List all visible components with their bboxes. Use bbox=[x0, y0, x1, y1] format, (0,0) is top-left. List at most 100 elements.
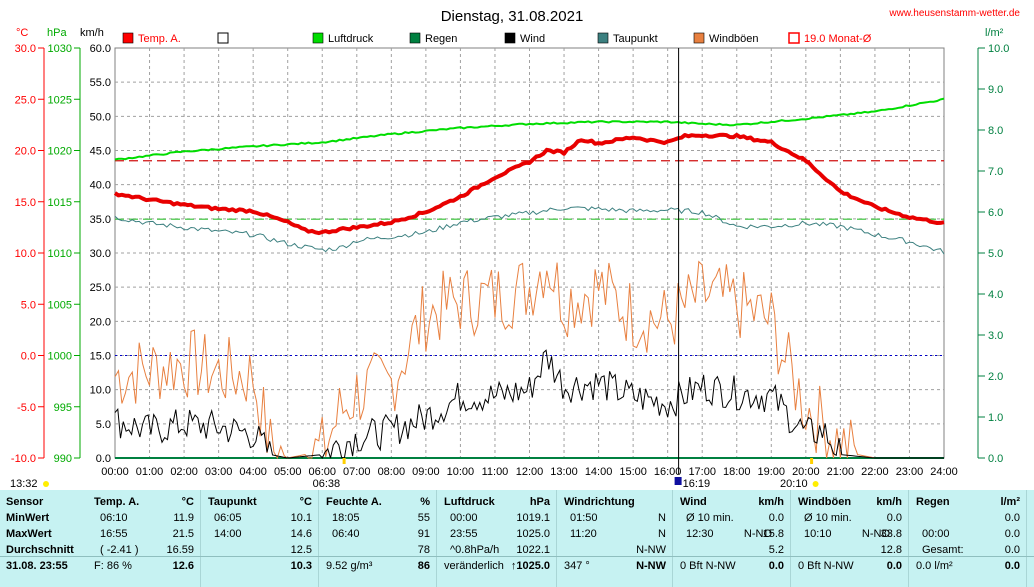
pressure-tick-label: 1020 bbox=[48, 146, 72, 158]
temp-row-time: 06:10 bbox=[100, 512, 128, 524]
stat-section-dir bbox=[558, 490, 673, 587]
dir-row-time: 11:20 bbox=[570, 528, 597, 540]
wind-tick-label: 60.0 bbox=[90, 43, 111, 55]
temp-tick-label: 0.0 bbox=[21, 351, 36, 363]
unit-celsius-label: °C bbox=[16, 27, 28, 39]
hum-unit: % bbox=[420, 496, 430, 508]
legend-swatch bbox=[409, 32, 421, 44]
legend-label: Wind bbox=[520, 33, 545, 45]
temp-header: Temp. A. bbox=[94, 496, 140, 508]
hum-header: Feuchte A. bbox=[326, 496, 382, 508]
gust-row-time: 10:10 bbox=[804, 528, 832, 540]
wind-row-time: Ø 10 min. bbox=[686, 512, 734, 524]
x-tick-label: 11:00 bbox=[482, 466, 509, 478]
legend-swatch bbox=[597, 32, 609, 44]
unit-kmh-label: km/h bbox=[80, 27, 104, 39]
stats-divider bbox=[0, 556, 1034, 557]
press-footer-right: ↑1025.0 bbox=[510, 560, 550, 572]
x-tick-label: 04:00 bbox=[239, 466, 267, 478]
temp-tick-label: 20.0 bbox=[15, 146, 36, 158]
wind-row-dir: N-NO bbox=[743, 528, 772, 540]
x-tick-label: 09:00 bbox=[412, 466, 440, 478]
rain-header: Regen bbox=[916, 496, 950, 508]
legend-label: 19.0 Monat-Ø bbox=[804, 33, 872, 45]
sensor-row-label: Durchschnitt bbox=[6, 544, 74, 556]
rain-unit: l/m² bbox=[1000, 496, 1020, 508]
x-tick-label: 13:00 bbox=[550, 466, 578, 478]
press-unit: hPa bbox=[529, 496, 550, 508]
gust-unit: km/h bbox=[876, 496, 902, 508]
wind-tick-label: 35.0 bbox=[90, 214, 111, 226]
pressure-tick-label: 1030 bbox=[48, 43, 72, 55]
x-tick-label: 18:00 bbox=[723, 466, 751, 478]
legend-label: Luftdruck bbox=[328, 33, 374, 45]
temp-tick-label: 10.0 bbox=[15, 248, 36, 260]
temp-footer-right: 12.6 bbox=[172, 560, 194, 572]
x-tick-label: 01:00 bbox=[136, 466, 164, 478]
hum-row-value: 91 bbox=[417, 528, 430, 540]
x-tick-label: 08:00 bbox=[378, 466, 406, 478]
series-taupunkt bbox=[114, 206, 945, 255]
sun-icon bbox=[43, 481, 49, 487]
x-tick-label: 22:00 bbox=[861, 466, 889, 478]
dew-row-value: 14.6 bbox=[290, 528, 312, 540]
hum-footer-right: 86 bbox=[417, 560, 430, 572]
wind-row-value: 5.2 bbox=[768, 544, 784, 556]
press-row-value: 1019.1 bbox=[516, 512, 550, 524]
dir-header: Windrichtung bbox=[564, 496, 635, 508]
wind-tick-label: 5.0 bbox=[96, 419, 111, 431]
x-tick-label: 07:00 bbox=[343, 466, 371, 478]
series-luftdruck bbox=[114, 97, 945, 161]
weather-chart: Dienstag, 31.08.2021 www.heusenstamm-wet… bbox=[10, 8, 1020, 490]
time-markers: 13:32 06:38 16:19 20:10 bbox=[10, 48, 819, 490]
press-row-time: ^0.8hPa/h bbox=[450, 544, 500, 556]
dir-footer-right: N-NW bbox=[636, 560, 666, 572]
time-marker-left: 13:32 bbox=[10, 478, 38, 490]
current-time-icon bbox=[674, 477, 682, 485]
wind-row-time: 12:30 bbox=[686, 528, 714, 540]
rain-row-time: 00:00 bbox=[922, 528, 950, 540]
dew-row-time: 06:05 bbox=[214, 512, 242, 524]
rain-footer-left: 0.0 l/m² bbox=[916, 560, 953, 572]
wind-tick-label: 25.0 bbox=[90, 282, 111, 294]
press-row-value: 1025.0 bbox=[516, 528, 550, 540]
rain-tick-label: 7.0 bbox=[988, 166, 1003, 178]
press-row-time: 00:00 bbox=[450, 512, 478, 524]
legend-swatch-empty bbox=[217, 32, 229, 44]
gust-footer-left: 0 Bft N-NW bbox=[798, 560, 854, 572]
sensor-row-label: MaxWert bbox=[6, 528, 52, 540]
website-label: www.heusenstamm-wetter.de bbox=[888, 8, 1020, 19]
wind-row-value: 15.8 bbox=[762, 528, 784, 540]
sunrise-label: 06:38 bbox=[313, 478, 341, 490]
x-tick-label: 00:00 bbox=[101, 466, 129, 478]
hum-row-value: 55 bbox=[417, 512, 430, 524]
press-row-time: 23:55 bbox=[450, 528, 478, 540]
pressure-tick-label: 990 bbox=[54, 453, 72, 465]
x-tick-label: 15:00 bbox=[619, 466, 647, 478]
temp-tick-label: 25.0 bbox=[15, 94, 36, 106]
temp-tick-label: -10.0 bbox=[11, 453, 36, 465]
dew-row-value: 12.5 bbox=[290, 544, 312, 556]
rain-row-value: 0.0 bbox=[1004, 544, 1020, 556]
series-temp bbox=[113, 132, 945, 236]
dew-header: Taupunkt bbox=[208, 496, 257, 508]
wind-row-value: 0.0 bbox=[768, 512, 784, 524]
gust-row-value: 12.8 bbox=[880, 544, 902, 556]
dir-row-value: N bbox=[658, 528, 666, 540]
legend-swatch bbox=[504, 32, 516, 44]
rain-tick-label: 10.0 bbox=[988, 43, 1009, 55]
temp-tick-label: 15.0 bbox=[15, 197, 36, 209]
stat-section-rain bbox=[910, 490, 1027, 587]
press-row-value: 1022.1 bbox=[516, 544, 550, 556]
rain-tick-label: 5.0 bbox=[988, 248, 1003, 260]
current-time-label: 16:19 bbox=[683, 478, 711, 490]
dew-row-value: 10.1 bbox=[290, 512, 312, 524]
wind-tick-label: 10.0 bbox=[90, 385, 111, 397]
sensor-header: Sensor bbox=[6, 496, 44, 508]
legend-swatch-month-avg bbox=[788, 32, 800, 44]
wind-footer-left: 0 Bft N-NW bbox=[680, 560, 736, 572]
press-header: Luftdruck bbox=[444, 496, 495, 508]
stat-section-wind bbox=[674, 490, 791, 587]
legend-swatch bbox=[693, 32, 705, 44]
unit-hpa-label: hPa bbox=[47, 27, 67, 39]
